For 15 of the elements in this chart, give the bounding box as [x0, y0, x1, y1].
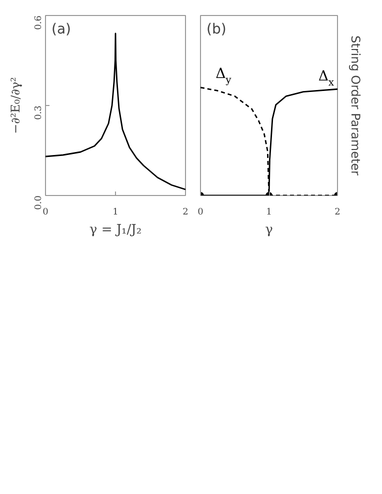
x-tick-label: 2	[334, 208, 340, 218]
y-tick-label: 0.0	[34, 195, 44, 210]
x-axis-title: γ = J₁/J₂	[89, 222, 142, 238]
x-tick-label: 0	[198, 208, 204, 218]
y2-axis-title: String Order Parameter	[348, 36, 362, 176]
annotation: (a)	[52, 22, 72, 38]
y-axis-title: −∂²E₀/∂γ²	[8, 76, 22, 134]
y-tick-label: 0.6	[34, 15, 44, 30]
text: (b)	[206, 22, 226, 38]
y-tick-label: 0.3	[34, 105, 44, 120]
x-tick-label: 1	[266, 208, 272, 218]
x-tick-label: 1	[112, 208, 118, 218]
x-tick-label: 2	[182, 208, 188, 218]
x-axis-title: γ	[265, 222, 274, 238]
x-tick-label: 0	[42, 208, 49, 218]
